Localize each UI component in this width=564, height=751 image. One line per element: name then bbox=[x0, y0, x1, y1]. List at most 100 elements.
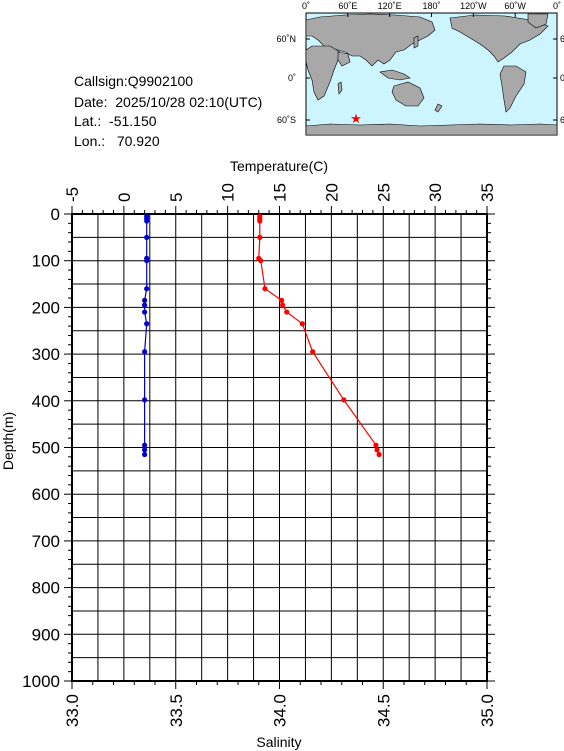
lat-value: -51.150 bbox=[109, 113, 157, 129]
map-longitude-label: 0˚ bbox=[302, 1, 310, 11]
salinity-data-point bbox=[144, 258, 150, 264]
map-longitude-label: 0˚ bbox=[553, 1, 561, 11]
salinity-data-point bbox=[142, 309, 148, 315]
depth-tick-label: 700 bbox=[32, 532, 60, 551]
north-america-landmass bbox=[449, 14, 549, 63]
depth-tick-label: 600 bbox=[32, 485, 60, 504]
date-value: 2025/10/28 02:10(UTC) bbox=[115, 94, 263, 110]
date-line: Date: 2025/10/28 02:10(UTC) bbox=[74, 94, 262, 110]
salinity-tick-label: 35.0 bbox=[478, 694, 497, 727]
temperature-tick-label: 25 bbox=[374, 183, 393, 202]
temperature-data-point bbox=[258, 258, 264, 264]
depth-tick-labels: 0 100 200 300 400 500 600 700 800 900 1000 bbox=[22, 205, 60, 691]
series-layer bbox=[142, 213, 382, 458]
greenland-landmass bbox=[527, 13, 549, 29]
callsign-line: Callsign:Q9902100 bbox=[74, 73, 193, 89]
lat-label: Lat.: bbox=[74, 113, 102, 129]
depth-tick-label: 1000 bbox=[22, 672, 60, 691]
salinity-tick-label: 33.5 bbox=[167, 694, 186, 727]
salinity-data-point bbox=[142, 397, 148, 403]
salinity-data-point bbox=[144, 286, 150, 292]
salinity-data-point bbox=[144, 234, 150, 240]
temperature-tick-label: 35 bbox=[478, 183, 497, 202]
salinity-tick-labels: 33.0 33.5 34.0 34.5 35.0 bbox=[63, 694, 497, 727]
salinity-data-point bbox=[142, 302, 148, 308]
arabia-landmass bbox=[337, 51, 351, 67]
salinity-data-point bbox=[142, 451, 148, 458]
depth-tick-label: 800 bbox=[32, 579, 60, 598]
temperature-data-point bbox=[341, 397, 347, 403]
plot-frame bbox=[71, 213, 488, 682]
map-top-labels: 0˚ 60˚E 120˚E 180˚ 120˚W 60˚W 0˚ bbox=[302, 1, 561, 17]
japan-landmass bbox=[413, 35, 419, 49]
temperature-tick-labels: -5 0 5 10 15 20 25 30 35 bbox=[63, 183, 497, 202]
temperature-data-point bbox=[299, 321, 305, 327]
antarctica-landmass bbox=[305, 123, 558, 136]
temperature-tick-label: 30 bbox=[426, 183, 445, 202]
se-asia-islands bbox=[379, 69, 411, 81]
temperature-tick-label: -5 bbox=[63, 187, 82, 202]
map-latitude-label: 60˚N bbox=[560, 34, 564, 44]
map-latitude-label: 60˚S bbox=[560, 115, 564, 125]
temperature-data-point bbox=[376, 451, 382, 458]
map-longitude-label: 180˚ bbox=[422, 1, 440, 11]
map-latitude-label: 60˚N bbox=[276, 34, 296, 44]
temperature-tick-label: 5 bbox=[167, 193, 186, 202]
map-right-labels: 60˚N 60˚N 0˚ 0˚ 60˚S 60˚S bbox=[276, 34, 564, 125]
depth-tick-label: 0 bbox=[51, 205, 60, 224]
temperature-data-point bbox=[284, 309, 290, 315]
map-latitude-label: 0˚ bbox=[560, 73, 564, 83]
callsign-label: Callsign: bbox=[74, 73, 128, 89]
depth-tick-label: 200 bbox=[32, 298, 60, 317]
salinity-tick-label: 34.0 bbox=[271, 694, 290, 727]
depth-tick-label: 300 bbox=[32, 345, 60, 364]
salinity-profile-line bbox=[144, 216, 148, 455]
temperature-profile-line bbox=[258, 216, 380, 455]
salinity-data-point bbox=[144, 321, 150, 327]
salinity-data-point bbox=[142, 349, 148, 355]
callsign-value: Q9902100 bbox=[127, 73, 194, 89]
temperature-data-point bbox=[262, 286, 268, 292]
depth-tick-label: 900 bbox=[32, 625, 60, 644]
madagascar-landmass bbox=[337, 81, 343, 95]
map-longitude-label: 120˚W bbox=[460, 1, 487, 11]
temperature-data-point bbox=[310, 349, 316, 355]
temperature-tick-label: 10 bbox=[219, 183, 238, 202]
map-longitude-label: 60˚E bbox=[338, 1, 357, 11]
australia-landmass bbox=[391, 81, 425, 107]
lon-label: Lon.: bbox=[74, 133, 106, 149]
temperature-axis-label: Temperature(C) bbox=[230, 158, 328, 174]
temperature-data-point bbox=[257, 218, 263, 224]
temperature-data-point bbox=[280, 302, 286, 308]
temperature-data-point bbox=[374, 447, 380, 453]
salinity-axis-label: Salinity bbox=[256, 734, 301, 750]
salinity-data-point bbox=[142, 447, 148, 453]
depth-tick-label: 100 bbox=[32, 252, 60, 271]
temperature-tick-label: 0 bbox=[115, 193, 134, 202]
salinity-tick-label: 33.0 bbox=[63, 694, 82, 727]
temperature-data-point bbox=[257, 234, 263, 240]
salinity-data-point bbox=[144, 218, 150, 224]
depth-tick-label: 500 bbox=[32, 439, 60, 458]
salinity-data-point bbox=[142, 442, 148, 448]
temperature-tick-label: 20 bbox=[322, 183, 341, 202]
map-land bbox=[305, 13, 558, 136]
temperature-data-point bbox=[278, 297, 285, 303]
map-latitude-label: 60˚S bbox=[277, 115, 296, 125]
temperature-tick-label: 15 bbox=[271, 183, 290, 202]
lon-line: Lon.: 70.920 bbox=[74, 133, 160, 149]
temperature-data-point bbox=[373, 442, 379, 448]
south-america-landmass bbox=[499, 65, 527, 113]
lon-value: 70.920 bbox=[116, 133, 160, 149]
star-icon: ★ bbox=[350, 112, 362, 127]
map-latitude-label: 0˚ bbox=[288, 73, 296, 83]
map-longitude-label: 120˚E bbox=[378, 1, 402, 11]
plot-grid bbox=[72, 214, 487, 681]
lat-line: Lat.: -51.150 bbox=[74, 113, 157, 129]
new-zealand-landmass bbox=[434, 103, 443, 113]
depth-axis-label: Depth(m) bbox=[0, 412, 16, 470]
salinity-data-point bbox=[142, 297, 148, 303]
map-longitude-label: 60˚W bbox=[504, 1, 526, 11]
